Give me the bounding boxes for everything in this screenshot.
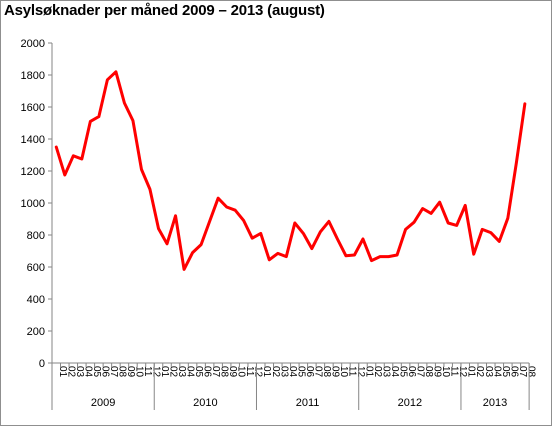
x-month-label: 11 [449,366,460,377]
x-year-label: 2009 [91,397,115,409]
x-month-label: 01 [363,366,374,378]
x-month-label: 01 [466,366,477,378]
x-month-label: 07 [108,366,119,378]
x-month-label: 09 [329,366,340,378]
x-month-label: 05 [91,366,102,378]
x-month-label: 08 [525,366,536,378]
x-month-label: 02 [168,366,179,378]
y-tick-label: 2000 [21,38,45,50]
x-month-label: 08 [321,366,332,378]
x-month-label: 12 [457,366,468,378]
x-month-label: 04 [287,366,298,378]
x-month-label: 10 [133,366,144,378]
x-month-label: 09 [432,366,443,378]
y-tick-label: 400 [27,294,45,306]
x-month-label: 08 [423,366,434,378]
x-month-label: 06 [406,366,417,378]
x-month-label: 11 [346,366,357,377]
x-month-label: 04 [491,366,502,378]
x-month-label: 08 [116,366,127,378]
x-year-label: 2010 [193,397,217,409]
x-month-label: 09 [125,366,136,378]
x-month-label: 03 [74,366,85,378]
x-month-label: 04 [185,366,196,378]
series-line [54,70,527,271]
x-month-label: 10 [236,366,247,378]
x-year-label: 2012 [398,397,422,409]
y-tick-label: 1000 [21,198,45,210]
x-month-label: 06 [99,366,110,378]
x-month-label: 03 [176,366,187,378]
x-month-label: 03 [278,366,289,378]
x-month-label: 10 [338,366,349,378]
x-month-label: 05 [398,366,409,378]
chart-title: Asylsøknader per måned 2009 – 2013 (augu… [4,2,325,19]
x-month-label: 02 [65,366,76,378]
x-month-label: 12 [253,366,264,378]
y-tick-label: 1200 [21,166,45,178]
x-month-label: 02 [474,366,485,378]
x-month-label: 05 [500,366,511,378]
y-tick-label: 1600 [21,102,45,114]
x-month-label: 02 [372,366,383,378]
x-month-label: 09 [227,366,238,378]
x-month-label: 01 [57,366,68,378]
x-month-label: 11 [142,366,153,377]
y-tick-label: 800 [27,230,45,242]
y-tick-label: 600 [27,262,45,274]
y-tick-label: 0 [39,358,45,370]
y-tick-label: 1400 [21,134,45,146]
x-month-label: 04 [82,366,93,378]
x-month-label: 01 [159,366,170,378]
x-month-label: 07 [517,366,528,378]
x-month-label: 12 [150,366,161,378]
x-month-label: 05 [295,366,306,378]
x-month-label: 03 [381,366,392,378]
x-month-label: 11 [244,366,255,377]
x-month-label: 10 [440,366,451,378]
x-month-label: 02 [270,366,281,378]
x-month-label: 07 [210,366,221,378]
y-tick-label: 1800 [21,70,45,82]
x-month-label: 06 [508,366,519,378]
x-month-label: 07 [312,366,323,378]
x-month-label: 01 [261,366,272,378]
x-month-label: 12 [355,366,366,378]
x-year-label: 2011 [296,397,320,409]
x-month-label: 06 [304,366,315,378]
y-tick-label: 200 [27,326,45,338]
x-month-label: 03 [483,366,494,378]
x-month-label: 05 [193,366,204,378]
x-month-label: 06 [202,366,213,378]
x-month-label: 04 [389,366,400,378]
x-month-label: 08 [219,366,230,378]
x-year-label: 2013 [483,397,507,409]
x-month-label: 07 [415,366,426,378]
